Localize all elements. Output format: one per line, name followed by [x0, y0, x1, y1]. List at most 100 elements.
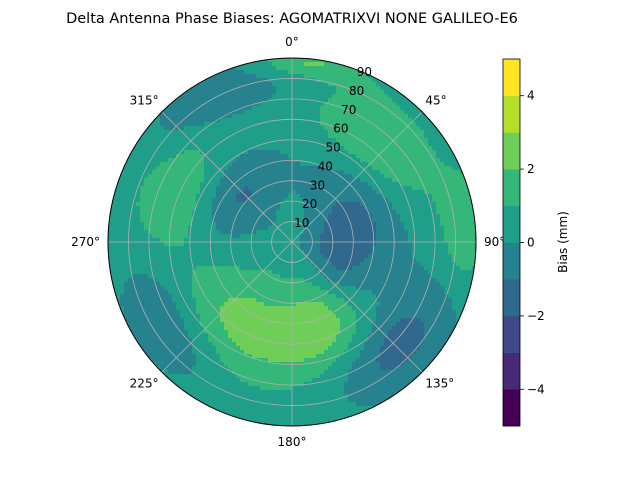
contour-cell: [344, 278, 349, 283]
contour-cell: [460, 230, 465, 235]
contour-cell: [396, 154, 401, 159]
contour-cell: [392, 254, 397, 259]
contour-cell: [348, 138, 353, 143]
contour-cell: [220, 222, 225, 227]
contour-cell: [424, 270, 429, 275]
contour-cell: [124, 250, 129, 255]
contour-cell: [184, 106, 189, 111]
contour-cell: [408, 222, 413, 227]
contour-cell: [256, 110, 261, 115]
contour-cell: [356, 262, 361, 267]
contour-cell: [152, 306, 157, 311]
contour-cell: [316, 82, 321, 87]
contour-cell: [240, 162, 245, 167]
contour-cell: [196, 198, 201, 203]
contour-cell: [276, 190, 281, 195]
contour-cell: [400, 210, 405, 215]
contour-cell: [272, 138, 277, 143]
contour-cell: [440, 286, 445, 291]
contour-cell: [456, 206, 461, 211]
contour-cell: [128, 166, 133, 171]
contour-cell: [276, 102, 281, 107]
contour-cell: [332, 174, 337, 179]
contour-cell: [248, 238, 253, 243]
contour-cell: [436, 298, 441, 303]
contour-cell: [200, 162, 205, 167]
contour-cell: [412, 238, 417, 243]
contour-cell: [464, 282, 469, 287]
contour-cell: [300, 306, 305, 311]
contour-cell: [416, 290, 421, 295]
contour-cell: [304, 70, 309, 75]
contour-cell: [196, 206, 201, 211]
contour-cell: [344, 142, 349, 147]
contour-cell: [236, 182, 241, 187]
contour-cell: [244, 102, 249, 107]
contour-cell: [376, 182, 381, 187]
contour-cell: [392, 298, 397, 303]
contour-cell: [148, 166, 153, 171]
contour-cell: [252, 146, 257, 151]
contour-cell: [392, 278, 397, 283]
contour-cell: [264, 278, 269, 283]
contour-cell: [460, 190, 465, 195]
contour-cell: [300, 190, 305, 195]
contour-cell: [180, 226, 185, 231]
contour-cell: [432, 134, 437, 139]
contour-cell: [360, 106, 365, 111]
contour-cell: [236, 230, 241, 235]
contour-cell: [288, 90, 293, 95]
contour-cell: [288, 194, 293, 199]
contour-cell: [384, 278, 389, 283]
contour-cell: [320, 122, 325, 127]
contour-cell: [444, 194, 449, 199]
contour-cell: [264, 270, 269, 275]
contour-cell: [380, 206, 385, 211]
contour-cell: [448, 278, 453, 283]
contour-cell: [188, 286, 193, 291]
contour-cell: [328, 206, 333, 211]
contour-cell: [392, 258, 397, 263]
contour-cell: [384, 210, 389, 215]
contour-cell: [284, 278, 289, 283]
contour-cell: [272, 174, 277, 179]
contour-cell: [272, 286, 277, 291]
contour-cell: [300, 174, 305, 179]
contour-cell: [352, 194, 357, 199]
contour-cell: [316, 154, 321, 159]
contour-cell: [204, 218, 209, 223]
contour-cell: [188, 126, 193, 131]
contour-cell: [176, 162, 181, 167]
contour-cell: [360, 286, 365, 291]
contour-cell: [416, 306, 421, 311]
contour-cell: [468, 202, 473, 207]
contour-cell: [352, 98, 357, 103]
contour-cell: [252, 130, 257, 135]
contour-cell: [132, 206, 137, 211]
contour-cell: [176, 202, 181, 207]
contour-cell: [420, 206, 425, 211]
contour-cell: [244, 198, 249, 203]
contour-cell: [184, 162, 189, 167]
contour-cell: [400, 278, 405, 283]
contour-cell: [144, 258, 149, 263]
contour-cell: [296, 110, 301, 115]
contour-cell: [252, 266, 257, 271]
contour-cell: [388, 242, 393, 247]
contour-cell: [148, 190, 153, 195]
contour-cell: [348, 126, 353, 131]
contour-cell: [296, 126, 301, 131]
contour-cell: [148, 278, 153, 283]
contour-cell: [196, 258, 201, 263]
contour-cell: [120, 190, 125, 195]
contour-cell: [412, 142, 417, 147]
contour-cell: [432, 146, 437, 151]
contour-cell: [268, 130, 273, 135]
contour-cell: [388, 274, 393, 279]
contour-cell: [272, 166, 277, 171]
contour-cell: [332, 154, 337, 159]
contour-cell: [148, 134, 153, 139]
contour-cell: [208, 278, 213, 283]
contour-cell: [320, 238, 325, 243]
contour-cell: [184, 222, 189, 227]
